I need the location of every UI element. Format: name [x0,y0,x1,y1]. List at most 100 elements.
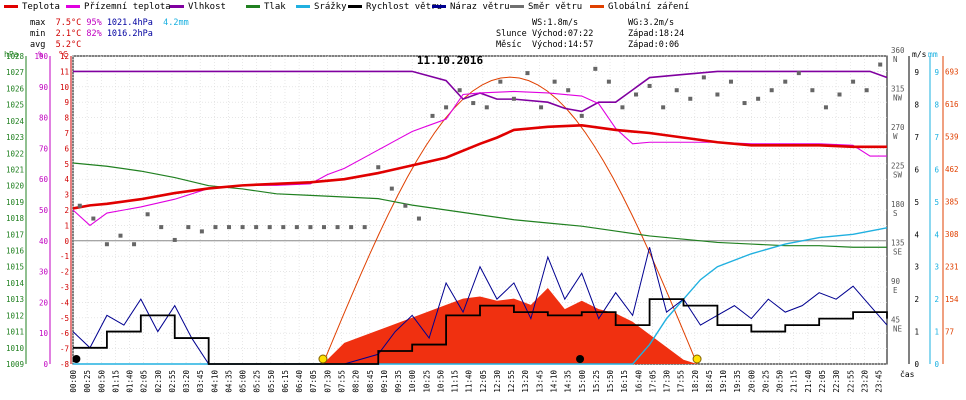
chart-legend: Teplota Přízemní teplota Vlhkost Tlak Srážky… [0,0,966,14]
wind-direction-point [634,92,639,97]
x-tick-label: 15:25 [592,370,601,393]
x-tick-label: 01:40 [126,370,135,393]
degc-tick-label: -4 [60,298,70,307]
wind-speed-line [73,298,888,365]
legend-item: Tlak [246,2,286,12]
wind-direction-point [403,203,408,208]
x-tick-label: 10:00 [408,370,417,393]
legend-item: Rychlost větru [348,2,442,12]
wind-direction-point [864,88,869,93]
chart-title: 11.10.2016 [417,54,484,67]
wind-direction-point [552,79,557,84]
mm-tick-label: 4 [934,230,939,239]
hpa-tick-label: 1011 [6,328,24,337]
wind-direction-point [511,96,516,101]
legend-swatch [590,5,604,8]
winddir-tick-label: S [893,209,898,218]
x-tick-label: 18:20 [691,370,700,393]
ms-tick-label: 2 [914,295,919,304]
degc-axis-title: °C [58,50,68,59]
winddir-tick-label: SW [893,171,903,180]
x-tick-label: 06:40 [295,370,304,393]
degc-tick-label: 10 [60,83,70,92]
x-tick-label: 23:20 [860,370,869,393]
x-tick-label: 00:50 [97,370,106,393]
legend-item: Teplota [4,2,60,12]
legend-label: Přízemní teplota [84,2,171,12]
wm2-tick-label: 616 [945,100,959,109]
wind-direction-point [457,88,462,93]
x-tick-label: 14:10 [549,370,558,393]
x-tick-label: 16:15 [620,370,629,393]
ms-tick-label: 4 [914,230,919,239]
hpa-tick-label: 1020 [6,182,25,191]
wind-direction-point [118,233,123,238]
hpa-tick-label: 1013 [6,295,24,304]
moonrise: Východ:14:57 [532,40,594,50]
wind-direction-point [769,88,774,93]
stats-max: max 7.5°C 95% 1021.4hPa 4.2mm [30,18,189,28]
degc-tick-label: 0 [64,237,69,246]
degc-tick-label: -2 [60,268,69,277]
wind-direction-point [213,225,218,230]
degc-tick-label: 9 [64,98,69,107]
x-tick-label: 10:25 [422,370,431,393]
wind-direction-point [362,225,367,230]
x-tick-label: 16:40 [634,370,643,393]
winddir-tick-label: 180 [891,200,905,209]
legend-label: Směr větru [528,2,583,12]
winddir-tick-label: N [893,55,898,64]
x-tick-label: 17:05 [648,370,657,393]
x-tick-label: 18:45 [705,370,714,393]
wind-direction-point [240,225,245,230]
x-tick-label: 07:05 [309,370,318,393]
x-tick-label: 09:10 [380,370,389,393]
wind-direction-point [254,225,259,230]
wind-direction-point [471,101,476,106]
wind-gust-stat: WG:3.2m/s [628,18,675,28]
wind-direction-point [186,225,191,230]
wind-direction-point [104,242,109,247]
wm2-tick-label: 539 [945,133,959,142]
x-tick-label: 13:45 [535,370,544,393]
winddir-tick-label: 45 [891,316,900,325]
legend-swatch [66,5,80,8]
winddir-tick-label: NW [893,94,903,103]
wind-direction-point [335,225,340,230]
hpa-tick-label: 1010 [6,344,25,353]
hpa-tick-label: 1022 [6,149,24,158]
wind-direction-point [701,75,706,80]
wind-direction-point [172,237,177,242]
sunrise: Východ:07:22 [532,29,594,39]
x-tick-label: 22:55 [846,370,855,393]
x-tick-label: 06:15 [281,370,290,393]
legend-swatch [246,5,260,8]
x-tick-label: 03:20 [182,370,191,393]
wind-direction-point [321,225,326,230]
mm-tick-label: 2 [934,295,939,304]
legend-label: Teplota [22,2,60,12]
wind-direction-point [606,79,611,84]
wind-direction-point [688,96,693,101]
wind-direction-point [796,71,801,76]
wind-direction-point [77,203,82,208]
degc-tick-label: -7 [60,345,69,354]
moon-marker [576,355,585,363]
x-tick-label: 09:35 [394,370,403,393]
legend-label: Tlak [264,2,286,12]
sunset: Západ:18:24 [628,29,685,39]
pct-tick-label: 0 [43,360,48,369]
stats-min: min 2.1°C 82% 1016.2hPa [30,29,153,39]
hpa-tick-label: 1016 [6,247,25,256]
humidity-line [73,70,888,113]
wm2-tick-label: 77 [945,328,954,337]
mm-tick-label: 6 [934,165,939,174]
precipitation-line [73,227,888,365]
moonset: Západ:0:06 [628,40,680,50]
wm2-tick-label: 231 [945,263,959,272]
ms-tick-label: 8 [914,101,919,110]
sun-marker [318,354,328,364]
wind-direction-point [728,79,733,84]
